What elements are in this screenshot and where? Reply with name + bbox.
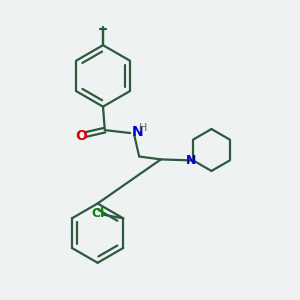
Text: Cl: Cl [91, 207, 105, 220]
Text: H: H [139, 123, 147, 133]
Text: N: N [132, 125, 144, 139]
Text: N: N [186, 154, 197, 167]
Text: O: O [75, 129, 87, 143]
